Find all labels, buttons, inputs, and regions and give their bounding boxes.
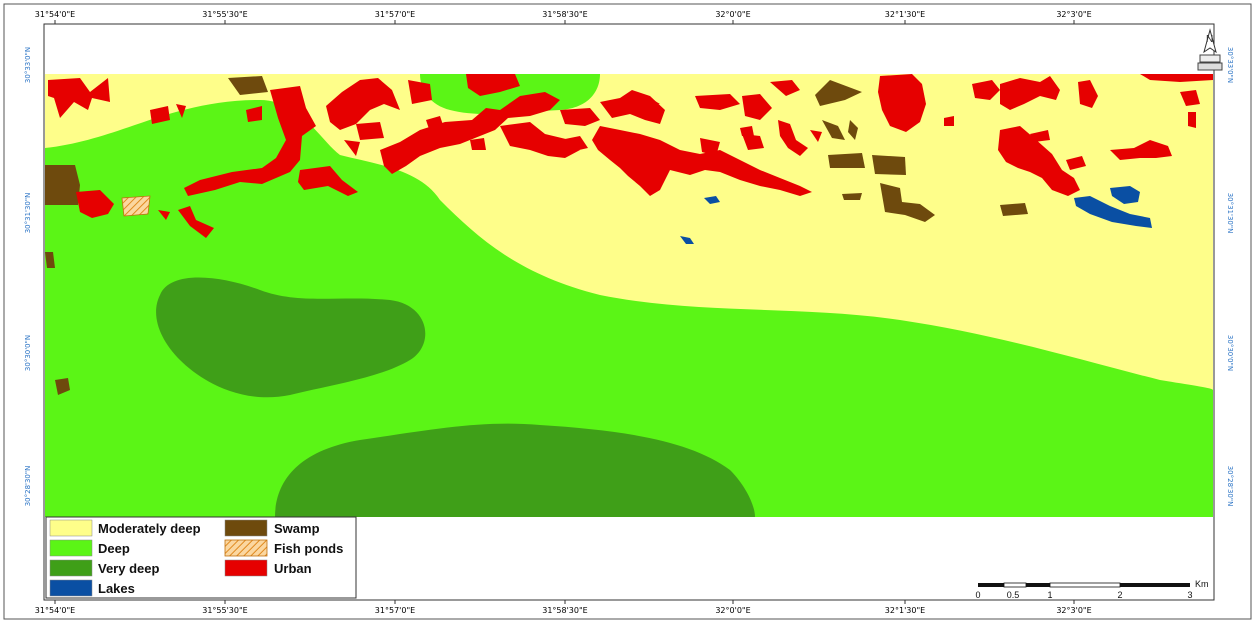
bottom-tick: 31°58'30"E [542,606,587,615]
bottom-tick: 32°0'0"E [715,606,750,615]
legend-label: Lakes [98,581,135,596]
top-tick: 31°57'0"E [375,10,415,19]
legend-swatch-very-deep [49,559,93,577]
very-deep-zone-west [156,277,426,398]
top-tick: 31°54'0"E [35,10,75,19]
deep-zone [45,100,1213,517]
bottom-coordinate-ticks: 31°54'0"E 31°55'30"E 31°57'0"E 31°58'30"… [35,600,1092,615]
very-deep-zone-south [275,423,755,517]
scale-label: 0 [975,590,980,600]
left-tick: 30°30'0"N [24,335,32,371]
right-tick: 30°33'0"N [1226,47,1234,83]
legend-label: Very deep [98,561,159,576]
left-tick: 30°33'0"N [24,47,32,83]
legend-swatch-urban [224,559,268,577]
swamp-patches [45,76,1028,395]
top-tick: 31°55'30"E [202,10,247,19]
legend-swatch-moderately-deep [49,519,93,537]
left-coordinate-ticks: 30°33'0"N 30°31'30"N 30°30'0"N 30°28'30"… [24,47,32,506]
legend-label: Urban [274,561,312,576]
scale-label: 3 [1187,590,1192,600]
north-label: N [1206,34,1213,45]
legend-swatch-fish-ponds [224,539,268,557]
legend: Moderately deep Deep Very deep Lakes Swa… [45,516,357,599]
map-canvas [45,74,1213,517]
right-tick: 30°28'30"N [1226,466,1234,507]
bottom-tick: 31°55'30"E [202,606,247,615]
scale-label: 1 [1047,590,1052,600]
legend-label: Swamp [274,521,320,536]
north-arrow-icon: N [1197,28,1223,71]
top-tick: 31°58'30"E [542,10,587,19]
top-tick: 32°1'30"E [885,10,925,19]
fish-pond [121,195,151,217]
legend-label: Deep [98,541,130,556]
bottom-tick: 31°57'0"E [375,606,415,615]
left-tick: 30°28'30"N [24,466,32,507]
legend-swatch-lakes [49,579,93,597]
legend-label: Fish ponds [274,541,343,556]
top-tick: 32°3'0"E [1056,10,1091,19]
left-tick: 30°31'30"N [24,193,32,234]
legend-swatch-swamp [224,519,268,537]
legend-swatch-deep [49,539,93,557]
right-tick: 30°30'0"N [1226,335,1234,371]
urban-areas [48,74,1213,238]
right-coordinate-ticks: 30°33'0"N 30°31'30"N 30°30'0"N 30°28'30"… [1226,47,1234,506]
bottom-tick: 32°1'30"E [885,606,925,615]
scale-label: 2 [1117,590,1122,600]
bottom-tick: 31°54'0"E [35,606,75,615]
bottom-tick: 32°3'0"E [1056,606,1091,615]
top-coordinate-ticks: 31°54'0"E 31°55'30"E 31°57'0"E 31°58'30"… [35,10,1092,24]
top-tick: 32°0'0"E [715,10,750,19]
lakes [680,186,1152,244]
scale-label: 0.5 [1007,590,1020,600]
scale-bar: Km 0 0.5 1 2 3 [975,579,1208,600]
scale-unit: Km [1195,579,1209,589]
right-tick: 30°31'30"N [1226,193,1234,234]
legend-label: Moderately deep [98,521,201,536]
